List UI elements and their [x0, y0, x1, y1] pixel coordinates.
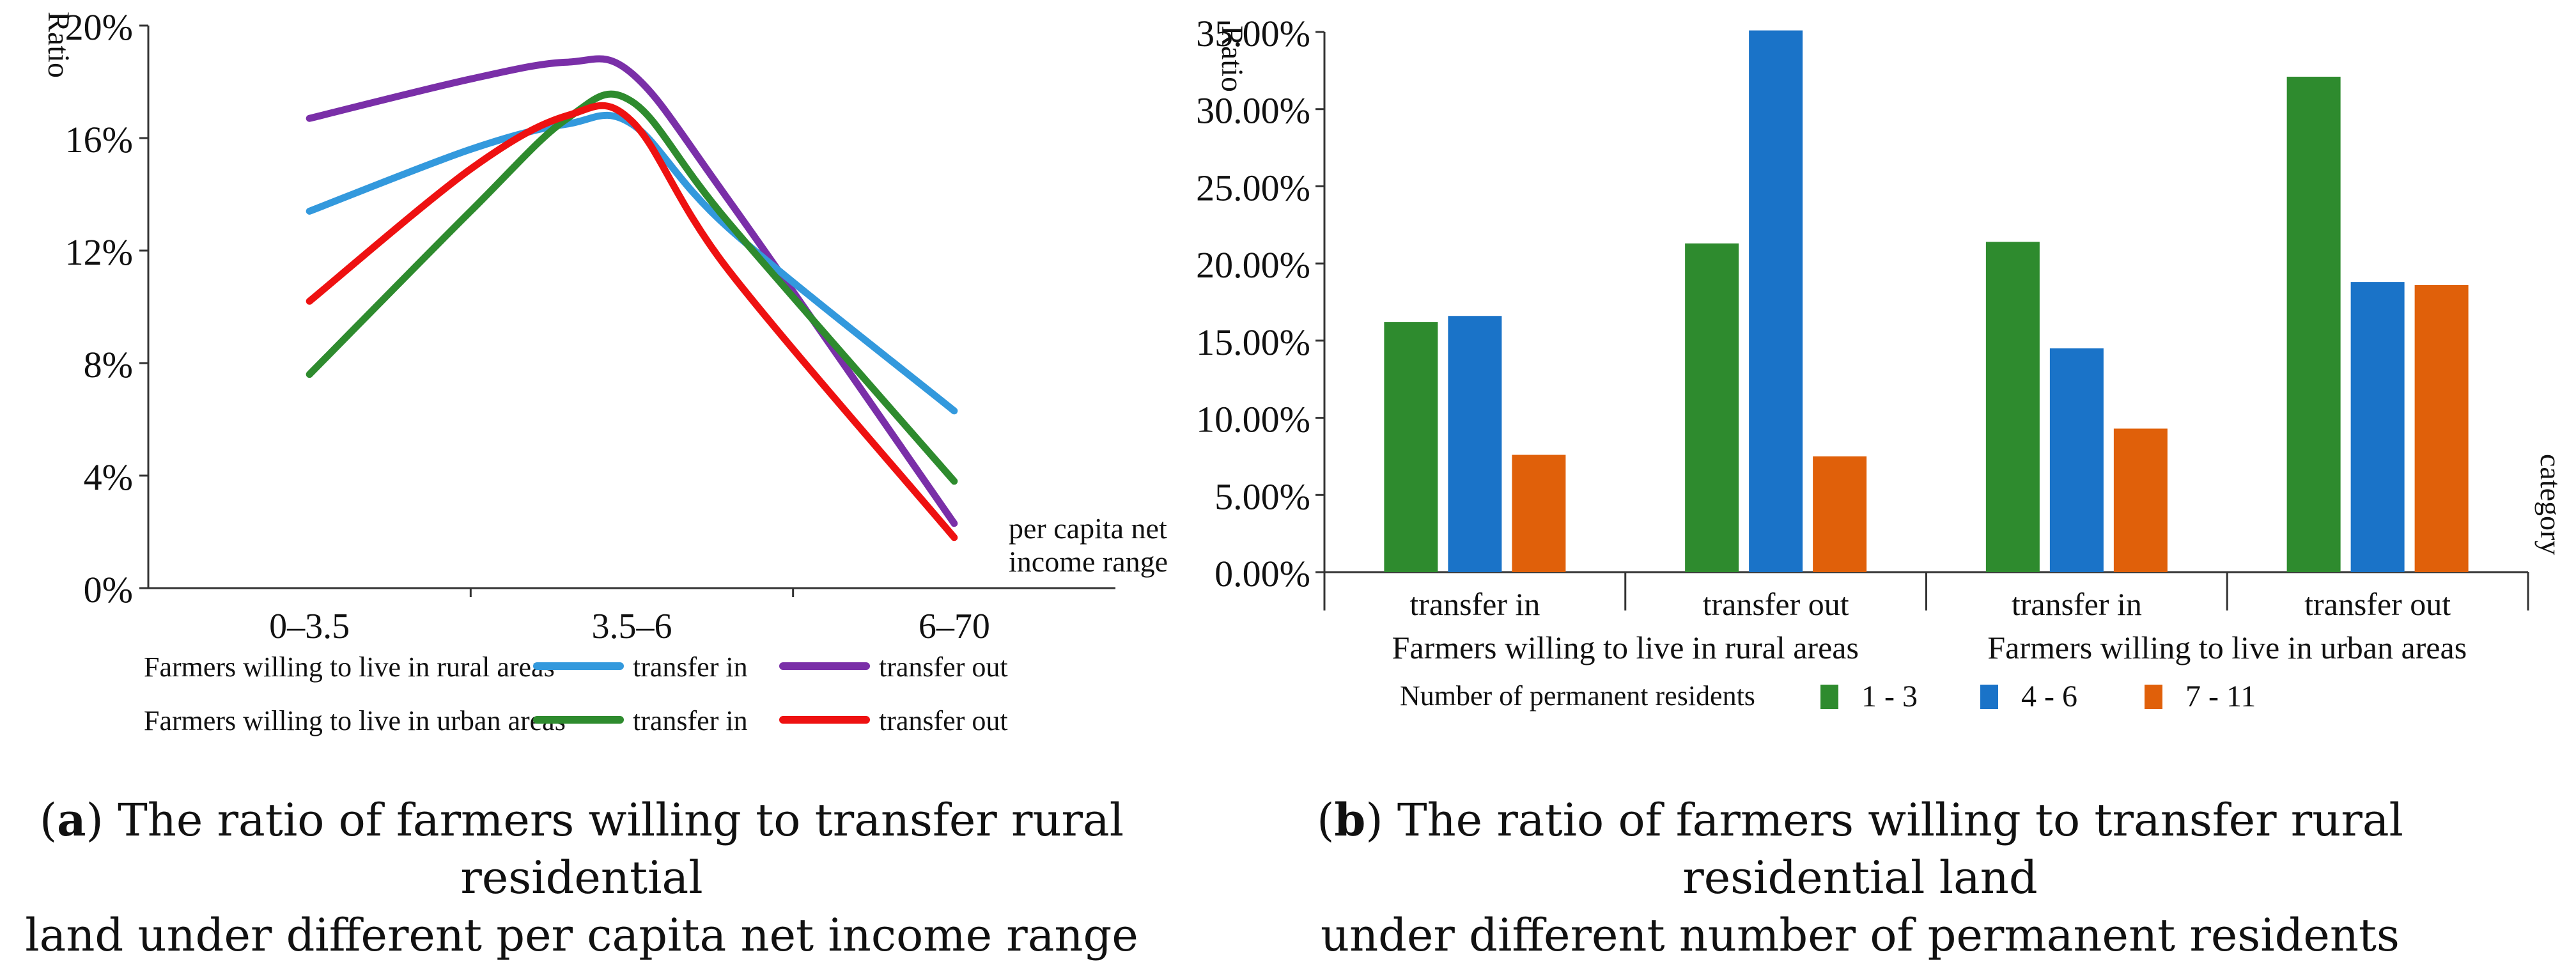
caption-a-line2: land under different per capita net inco…: [25, 909, 1138, 961]
bar-1-series-1: [1384, 322, 1438, 572]
y-tick-label: 4%: [84, 456, 133, 498]
y-tick-label: 25.00%: [1196, 167, 1310, 208]
x-tick-label: 0–3.5: [269, 607, 350, 646]
x-axis-title-line2: income range: [1009, 545, 1168, 578]
bar-3-series-1: [1985, 242, 2040, 572]
legend-group-label-1: Farmers willing to live in rural areas: [144, 651, 555, 683]
bar-2-series-3: [1813, 456, 1867, 572]
bar-2-series-2: [1749, 30, 1803, 573]
bar-4-series-2: [2350, 282, 2405, 572]
y-tick-label: 20.00%: [1196, 244, 1310, 286]
y-tick-label: 35.00%: [1196, 13, 1310, 54]
y-axis-title: Ratio: [1215, 26, 1249, 92]
legend-label-4: transfer out: [879, 705, 1008, 736]
x-tick-label: transfer out: [2304, 586, 2451, 622]
legend-label-2: transfer out: [879, 651, 1008, 683]
y-tick-label: 10.00%: [1196, 399, 1310, 440]
bar-3-series-3: [2113, 428, 2168, 572]
x-tick-label: transfer in: [1409, 586, 1540, 622]
panel-a-line-chart: 0% 4% 8% 12% 16% 20% 0–3.5 3.5–6 6–70 Ratio per ca…: [42, 6, 1168, 736]
line-series-1: [306, 111, 958, 415]
line-series-4: [306, 102, 958, 541]
caption-b-line2: under different number of permanent resi…: [1321, 909, 2400, 961]
y-tick-label: 0%: [84, 569, 133, 610]
legend-label-1: transfer in: [633, 651, 748, 683]
x-tick-label: 6–70: [919, 607, 990, 646]
y-tick-label: 0.00%: [1214, 553, 1310, 595]
figure: 0% 4% 8% 12% 16% 20% 0–3.5 3.5–6 6–70 Ratio per ca…: [42, 6, 2567, 736]
caption-a-label: a: [57, 793, 86, 846]
caption-a-line1: The ratio of farmers willing to transfer…: [118, 794, 1124, 904]
y-tick-label: 15.00%: [1196, 322, 1310, 363]
bar-3-series-2: [2049, 348, 2104, 572]
y-tick-label: 20%: [65, 6, 133, 48]
legend-swatch-1: [1820, 685, 1838, 709]
bar-1-series-2: [1448, 316, 1502, 572]
legend-label-3: 7 - 11: [2185, 680, 2256, 713]
legend-label-3: transfer in: [633, 705, 748, 736]
caption-a: (a) The ratio of farmers willing to tran…: [25, 793, 1138, 961]
x-group-label-2: Farmers willing to live in urban areas: [1987, 630, 2467, 665]
y-tick-label: 30.00%: [1196, 90, 1310, 132]
x-tick-label: 3.5–6: [592, 607, 672, 646]
y-axis-title: Ratio: [42, 12, 75, 78]
caption-b-line1: The ratio of farmers willing to transfer…: [1397, 794, 2403, 904]
legend-group-label-2: Farmers willing to live in urban areas: [144, 705, 566, 736]
legend-label-1: 1 - 3: [1861, 680, 1918, 713]
line-series-2: [306, 55, 958, 527]
legend-swatch-3: [2145, 685, 2162, 709]
x-axis-title-line1: per capita net: [1009, 512, 1167, 545]
panel-b-bar-chart: 0.00% 5.00% 10.00% 15.00% 20.00% 25.00% 30.00%…: [1196, 13, 2567, 713]
x-tick-label: transfer out: [1703, 586, 1849, 622]
caption-b: (b) The ratio of farmers willing to tran…: [1317, 793, 2403, 961]
y-tick-label: 5.00%: [1214, 476, 1310, 517]
line-series-3: [306, 90, 958, 485]
legend-swatch-2: [1980, 685, 1998, 709]
y-tick-label: 12%: [65, 231, 133, 273]
x-axis-title: category: [2534, 454, 2567, 555]
bar-2-series-1: [1685, 243, 1739, 572]
y-tick-label: 16%: [65, 119, 133, 160]
legend-title: Number of permanent residents: [1400, 680, 1755, 711]
bar-4-series-3: [2414, 284, 2469, 572]
bar-1-series-3: [1512, 455, 1566, 572]
x-tick-label: transfer in: [2012, 586, 2142, 622]
legend-label-2: 4 - 6: [2021, 680, 2077, 713]
x-group-label-1: Farmers willing to live in rural areas: [1392, 630, 1859, 665]
y-tick-label: 8%: [84, 344, 133, 385]
bar-4-series-1: [2286, 77, 2341, 572]
caption-b-label: b: [1334, 793, 1366, 846]
